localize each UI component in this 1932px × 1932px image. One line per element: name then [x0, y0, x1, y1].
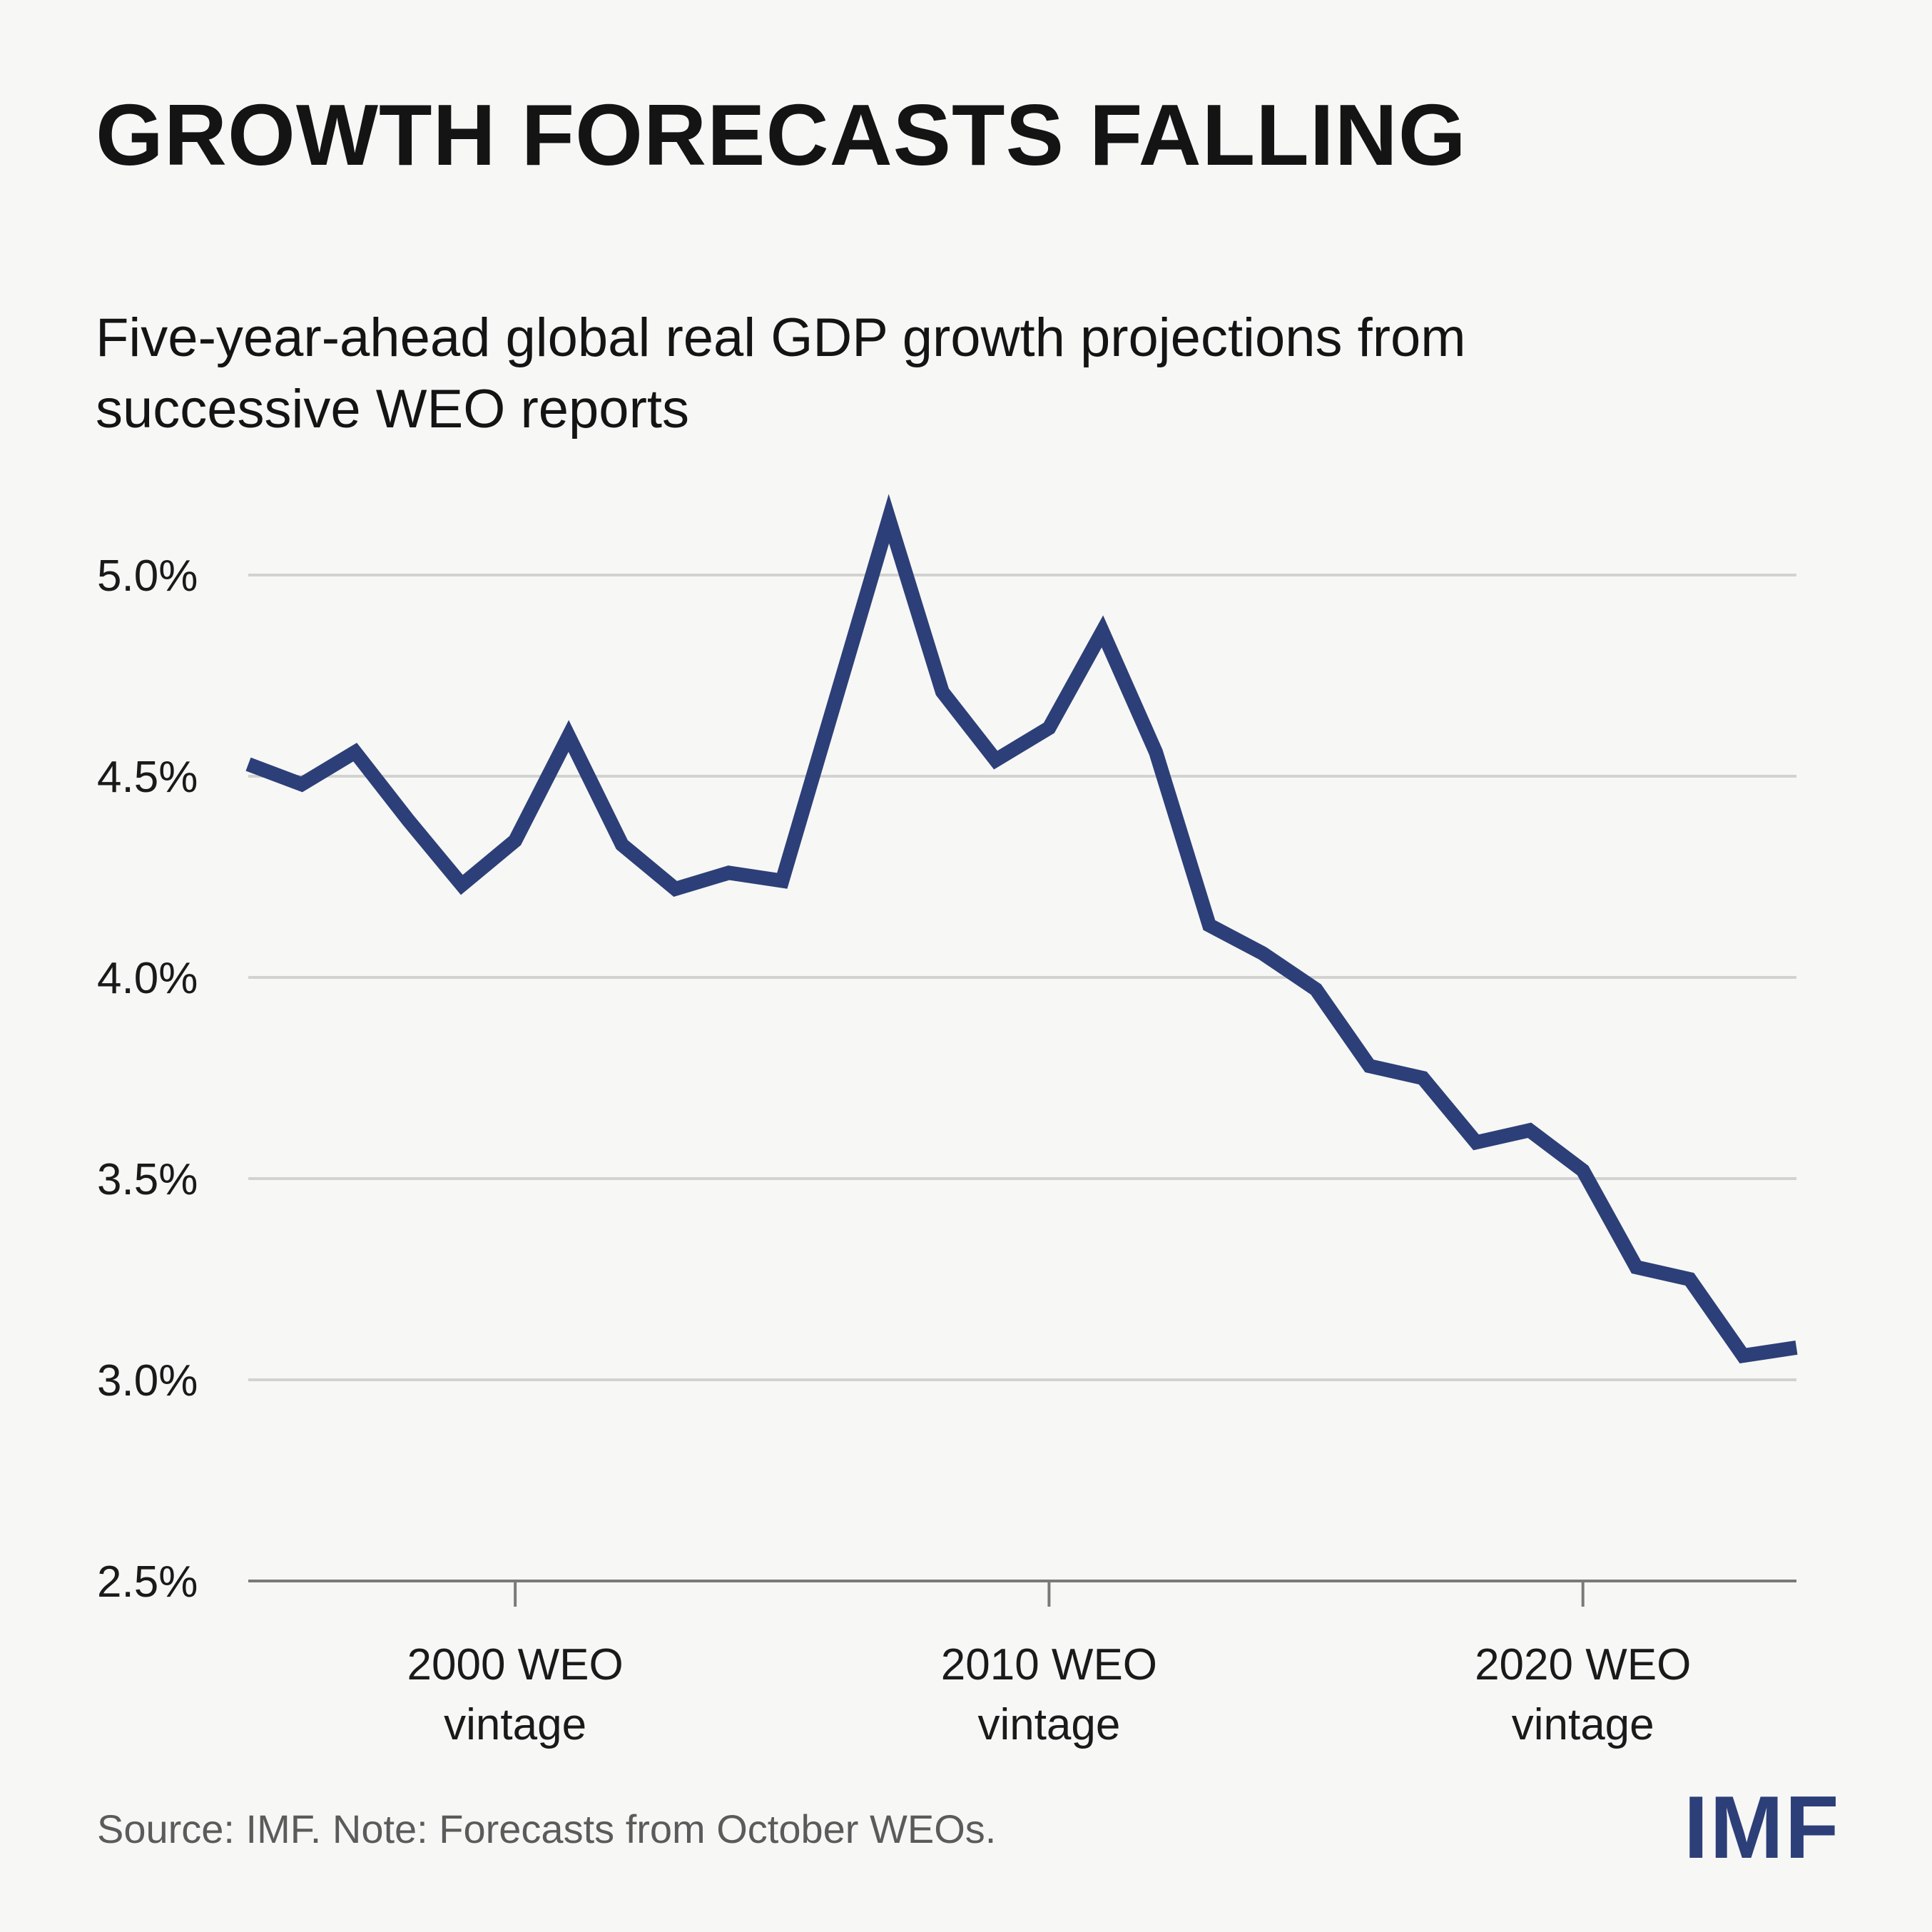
- y-tick-label: 4.0%: [97, 954, 198, 1003]
- y-tick-label: 4.5%: [97, 753, 198, 802]
- source-note: Source: IMF. Note: Forecasts from Octobe…: [97, 1806, 997, 1851]
- imf-logo: IMF: [1684, 1779, 1841, 1877]
- y-tick-label: 2.5%: [97, 1557, 198, 1607]
- x-axis: 2000 WEO vintage 2010 WEO vintage 2020 WEO vi…: [407, 1581, 1691, 1749]
- y-tick-label: 5.0%: [97, 551, 198, 601]
- y-tick-label: 3.5%: [97, 1155, 198, 1204]
- x-tick-label: 2000 WEO: [407, 1640, 624, 1689]
- chart-subtitle: Five-year-ahead global real GDP growth p…: [96, 307, 1466, 439]
- series-line: [245, 494, 1798, 1364]
- x-tick-label: vintage: [1512, 1700, 1654, 1749]
- x-tick-label: 2020 WEO: [1475, 1640, 1691, 1689]
- series-layer: [245, 494, 1798, 1364]
- y-tick-label: 3.0%: [97, 1356, 198, 1405]
- y-axis-labels: 2.5% 3.0% 3.5% 4.0% 4.5% 5.0%: [97, 551, 198, 1607]
- x-tick-label: vintage: [444, 1700, 586, 1749]
- x-tick-label: 2010 WEO: [941, 1640, 1157, 1689]
- grid-lines: [248, 574, 1796, 1582]
- x-tick-label: vintage: [977, 1700, 1120, 1749]
- page-title: GROWTH FORECASTS FALLING: [96, 86, 1467, 183]
